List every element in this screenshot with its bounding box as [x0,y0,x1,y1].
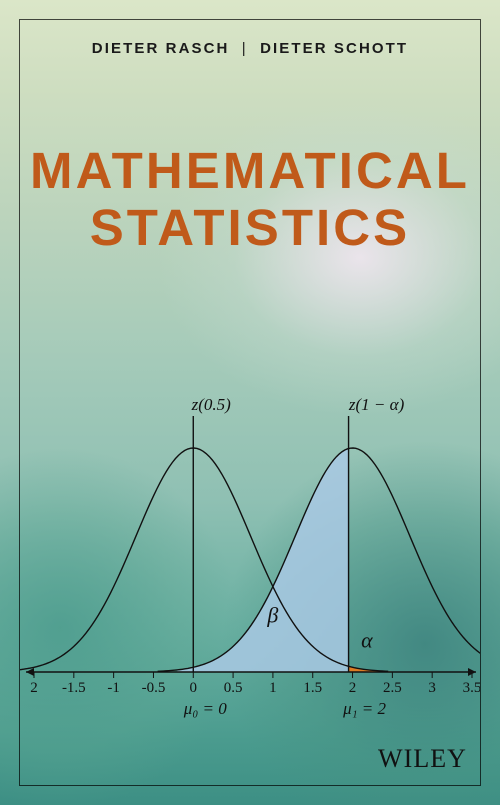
beta-label: β [266,603,278,628]
mu-label-0: μ₀ = 0 [183,699,227,718]
book-cover: DIETER RASCH | DIETER SCHOTT MATHEMATICA… [0,0,500,805]
title-line-1: MATHEMATICAL [0,145,500,196]
axis-tick-label: -1 [107,680,120,696]
author-2: DIETER SCHOTT [260,40,408,57]
critical-line-label-0: z(0.5) [191,395,232,414]
axis-tick-label: 2 [30,680,38,696]
axis-tick-label: 0.5 [224,680,243,696]
author-1: DIETER RASCH [92,40,230,57]
mu-label-1: μ₁ = 2 [342,699,386,718]
axis-tick-label: -0.5 [142,680,166,696]
authors-line: DIETER RASCH | DIETER SCHOTT [0,40,500,57]
axis-tick-label: 3 [428,680,436,696]
book-title: MATHEMATICAL STATISTICS [0,145,500,253]
axis-tick-label: 3.5 [463,680,480,696]
title-line-2: STATISTICS [0,202,500,253]
axis-tick-label: 1.5 [303,680,322,696]
axis-tick-label: 2.5 [383,680,402,696]
alpha-label: α [361,627,373,652]
publisher-logo: WILEY [378,744,467,774]
axis-tick-label: 0 [190,680,198,696]
beta-region [177,449,348,672]
critical-line-label-1: z(1 − α) [348,395,405,414]
distribution-chart: 2 -1.5 -1 -0.5 0 0.5 1 1.5 2 2.5 3 3.5 z(0.5) z(1 − α… [20,370,480,730]
axis-tick-label: 2 [349,680,357,696]
axis-tick-label: 1 [269,680,277,696]
axis-tick-label: -1.5 [62,680,86,696]
author-separator: | [242,40,248,57]
